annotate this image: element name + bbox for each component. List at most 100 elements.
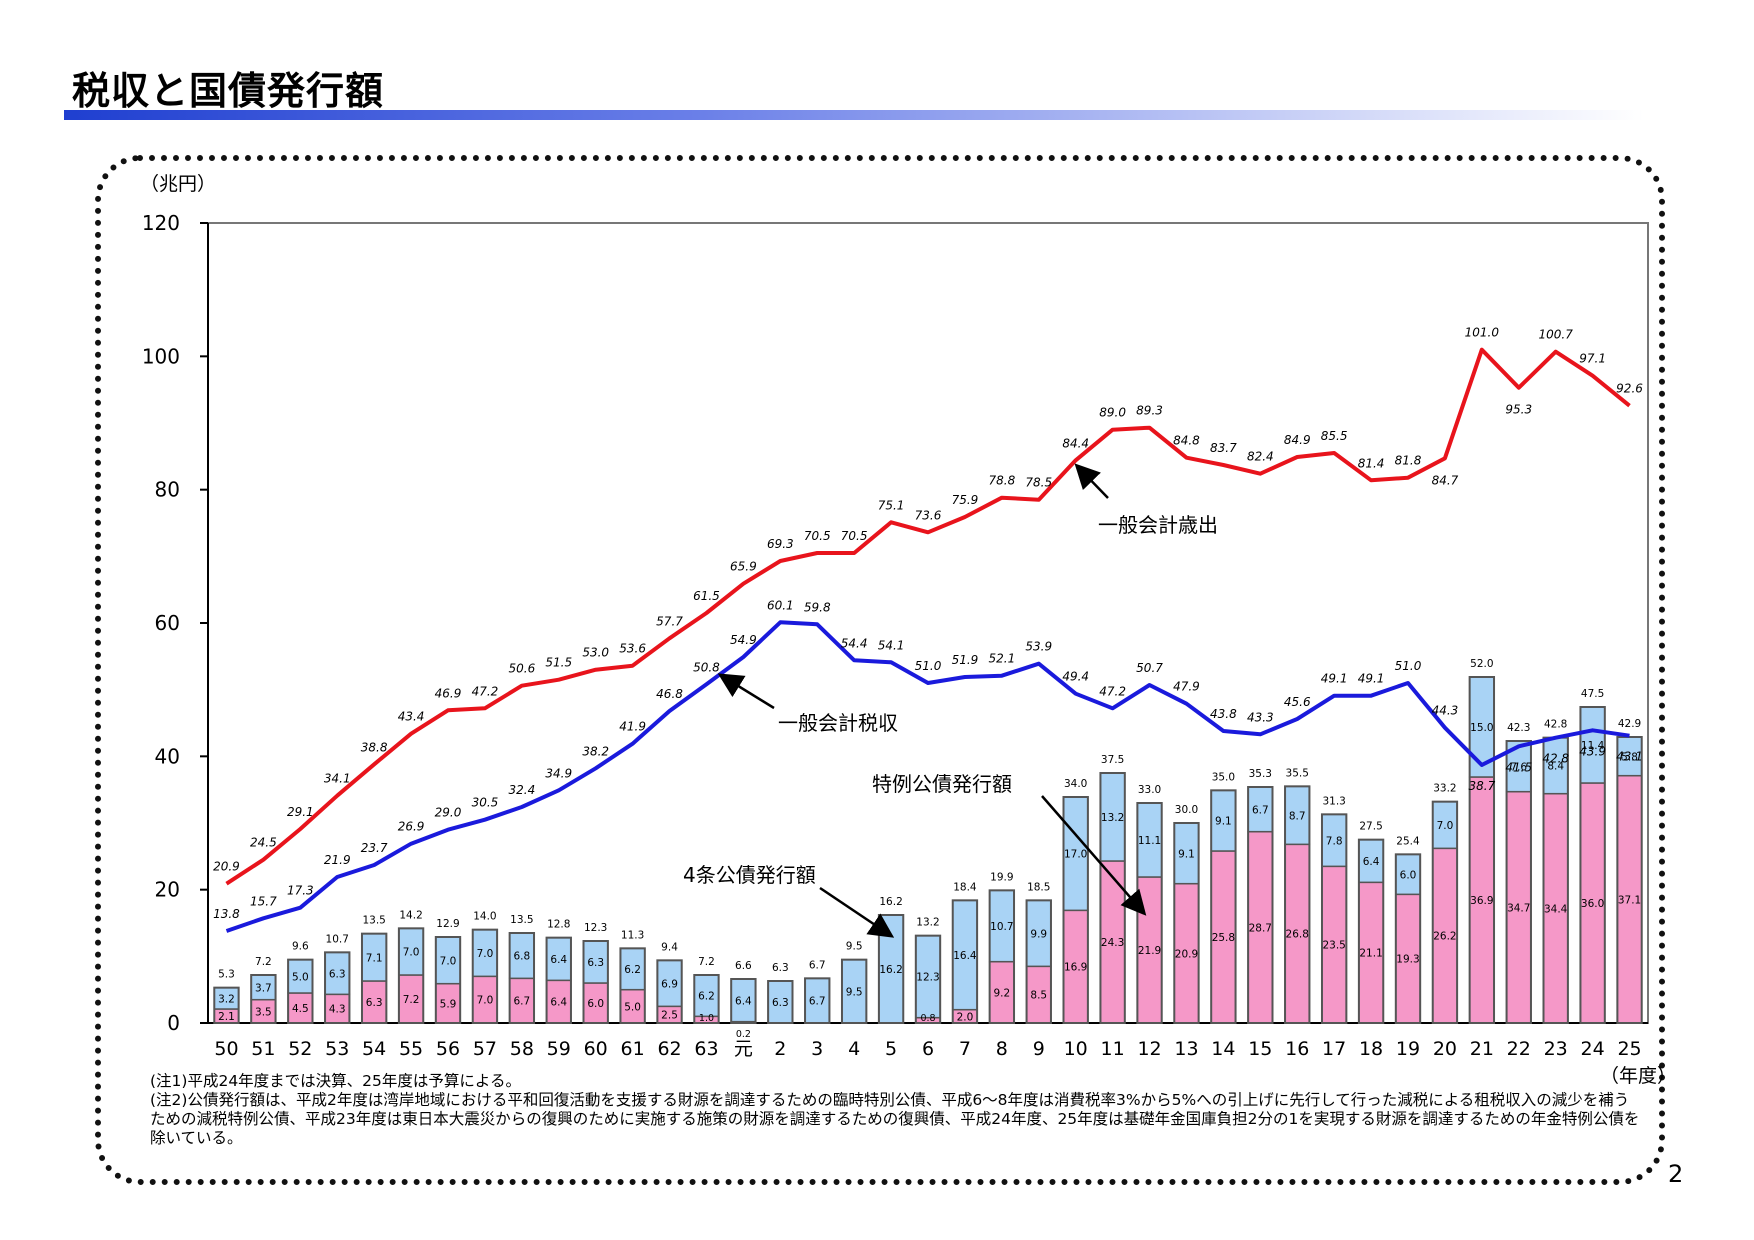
- bar-construction-label: 7.0: [1437, 820, 1454, 832]
- tax-label: 49.4: [1062, 670, 1089, 684]
- expenditure-label: 75.1: [878, 498, 905, 512]
- bar-deficit-label: 24.3: [1101, 937, 1124, 949]
- expenditure-label: 50.6: [508, 662, 535, 676]
- bar-deficit-label: 2.0: [957, 1011, 974, 1023]
- bar-deficit-label: 36.0: [1581, 898, 1604, 910]
- bar-outline: [1173, 822, 1200, 1024]
- bar-total-label: 25.4: [1396, 835, 1420, 847]
- bar-outline: [988, 889, 1016, 1024]
- bar-outline: [1210, 789, 1237, 1024]
- bar-construction-label: 7.0: [403, 947, 420, 959]
- bar-construction-label: 5.8: [1621, 751, 1638, 763]
- bar-construction-bond: [1321, 813, 1348, 868]
- tax-label: 30.5: [472, 796, 499, 810]
- tax-label: 15.7: [250, 894, 277, 908]
- bar-construction-label: 6.2: [698, 991, 715, 1003]
- bar-construction-label: 16.2: [879, 964, 902, 976]
- annotation-tax-arrow: [717, 673, 775, 710]
- tax-label: 41.5: [1505, 760, 1532, 774]
- bar-construction-label: 8.7: [1289, 810, 1306, 822]
- x-tick-label: 61: [621, 1038, 645, 1060]
- x-tick-label: 24: [1581, 1038, 1605, 1060]
- bar-outline: [1247, 786, 1274, 1024]
- bar-total-label: 9.4: [661, 941, 678, 953]
- bar-construction-label: 5.0: [292, 971, 309, 983]
- expenditure-label: 70.5: [804, 529, 831, 543]
- expenditure-label: 84.8: [1173, 434, 1200, 448]
- tax-label: 51.0: [1395, 659, 1422, 673]
- bar-outline: [914, 934, 942, 1025]
- bar-total-label: 34.0: [1064, 778, 1087, 790]
- x-tick-label: 5: [885, 1038, 897, 1060]
- bar-deficit-label: 4.3: [329, 1004, 346, 1016]
- bar-total-label: 10.7: [326, 933, 349, 945]
- bar-total-label: 14.0: [473, 911, 496, 923]
- bar-total-label: 31.3: [1322, 795, 1345, 807]
- expenditure-label: 69.3: [767, 537, 794, 551]
- bar-construction-label: 6.7: [809, 996, 826, 1008]
- bar-deficit-label: 0.8: [920, 1013, 935, 1024]
- bar-deficit-label: 34.7: [1507, 902, 1530, 914]
- bar-outline: [471, 928, 499, 1025]
- bar-deficit-label: 1.0: [699, 1013, 714, 1024]
- bar-total-label: 12.3: [584, 922, 607, 934]
- note-1: (注1)平成24年度までは決算、25年度は予算による。: [150, 1072, 521, 1090]
- bar-deficit-bond: [1321, 865, 1348, 1024]
- bar-construction-label: 7.6: [1510, 761, 1527, 773]
- bar-total-label: 7.2: [255, 956, 272, 968]
- bar-total-label: 16.2: [879, 896, 902, 908]
- bar-deficit-label: 0.2: [736, 1029, 751, 1040]
- expenditure-label: 51.5: [545, 656, 572, 670]
- bar-construction-label: 9.9: [1030, 928, 1047, 940]
- tax-label: 47.2: [1099, 684, 1126, 698]
- bar-total-label: 42.9: [1618, 718, 1641, 730]
- x-tick-label: 57: [473, 1038, 497, 1060]
- line-tax: [225, 620, 1630, 933]
- bar-construction-label: 9.1: [1215, 816, 1232, 828]
- tax-label: 43.8: [1210, 707, 1237, 721]
- x-tick-label: 54: [362, 1038, 386, 1060]
- expenditure-label: 81.8: [1395, 454, 1422, 468]
- tax-label: 23.7: [361, 841, 388, 855]
- x-tick-label: 50: [214, 1038, 238, 1060]
- x-tick-label: 53: [325, 1038, 349, 1060]
- annotation-construction-bond-arrow: [819, 886, 895, 938]
- bar-deficit-label: 8.5: [1030, 990, 1047, 1002]
- bar-construction-label: 6.9: [661, 978, 678, 990]
- bar-outline: [213, 986, 240, 1025]
- bar-outline: [1431, 800, 1459, 1025]
- tax-label: 41.9: [619, 720, 646, 734]
- x-tick-label: 22: [1507, 1038, 1531, 1060]
- bar-construction-label: 6.2: [624, 964, 641, 976]
- bar-total-label: 13.5: [510, 914, 533, 926]
- bar-construction-label: 6.3: [329, 968, 346, 980]
- tax-label: 13.8: [213, 907, 240, 921]
- y-tick-label: 40: [155, 744, 180, 768]
- y-tick-label: 60: [155, 611, 180, 635]
- bar-deficit-label: 5.0: [624, 1001, 641, 1013]
- bar-outline: [324, 951, 351, 1024]
- bar-total-label: 7.2: [698, 956, 715, 968]
- tax-label: 54.9: [730, 633, 757, 647]
- bar-total-label: 13.5: [362, 915, 385, 927]
- x-tick-label: 元: [734, 1038, 753, 1060]
- bar-deficit-bond: [1025, 965, 1052, 1024]
- bar-total-label: 27.5: [1359, 821, 1382, 833]
- x-tick-label: 58: [510, 1038, 534, 1060]
- tax-label: 21.9: [324, 853, 351, 867]
- bar-total-label: 19.9: [990, 871, 1013, 883]
- bar-outline: [1025, 899, 1052, 1024]
- x-tick-label: 9: [1033, 1038, 1045, 1060]
- bar-construction-label: 6.4: [1363, 856, 1380, 868]
- tax-label: 17.3: [287, 884, 314, 898]
- expenditure-label: 47.2: [472, 684, 499, 698]
- bar-deficit-label: 26.2: [1433, 931, 1456, 943]
- expenditure-label: 85.5: [1321, 429, 1348, 443]
- bar-total-label: 13.2: [916, 917, 939, 929]
- bar-construction-label: 3.7: [255, 982, 272, 994]
- x-tick-label: 52: [288, 1038, 312, 1060]
- bar-outline: [693, 974, 720, 1024]
- x-tick-label: 63: [694, 1038, 718, 1060]
- x-tick-label: 18: [1359, 1038, 1383, 1060]
- x-tick-label: 60: [584, 1038, 608, 1060]
